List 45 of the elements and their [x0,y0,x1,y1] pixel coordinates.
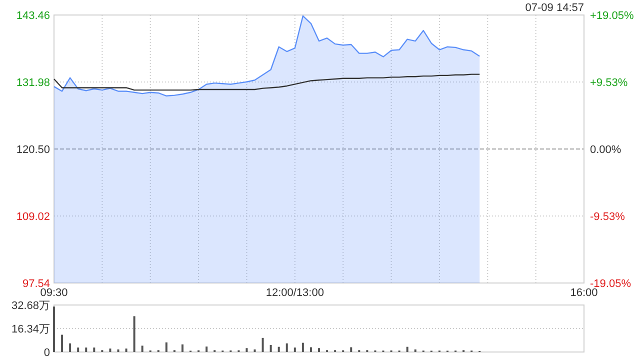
bar [53,306,55,352]
y2-tick-label: +19.05% [590,10,634,22]
x-tick-label: 09:30 [40,287,68,299]
y-tick-label: 0 [44,347,50,359]
y-tick-label: 97.54 [22,278,50,290]
bar [294,348,296,352]
y2-tick-label: -9.53% [590,211,626,224]
bar [406,346,408,352]
bar [310,347,312,352]
bar [414,349,416,352]
bar [181,344,184,352]
y-tick-label: 131.98 [16,77,50,89]
x-tick-label: 16:00 [570,287,598,299]
bar [125,348,128,352]
bar [206,346,208,352]
y-tick-label: 143.46 [16,10,50,22]
y-tick-label: 120.50 [16,144,50,156]
bar [141,346,144,352]
y-tick-label: 32.68万 [11,300,50,312]
line-series [53,74,480,91]
bar [69,343,72,352]
x-tick-label: 12:00/13:00 [266,287,324,299]
bar [286,343,288,352]
bar [61,334,64,352]
bar [85,348,88,352]
bar [254,349,256,352]
text: 07-09 14:57 [525,2,584,14]
bar [318,348,320,352]
bar [246,348,248,352]
bar [262,338,264,352]
y2-tick-label: -19.05% [590,278,632,290]
y2-tick-label: 0.00% [590,144,622,156]
bar [93,348,96,352]
bar [109,348,112,352]
bar [278,346,280,352]
y2-tick-label: +9.53% [590,76,628,89]
bar [165,342,168,352]
y-tick-label: 16.34万 [11,324,50,336]
bar [302,342,304,352]
bar [117,349,120,352]
bar [270,344,272,352]
y-tick-label: 109.02 [16,211,50,223]
bar [77,348,80,352]
bar [350,347,352,352]
bar [133,316,136,352]
